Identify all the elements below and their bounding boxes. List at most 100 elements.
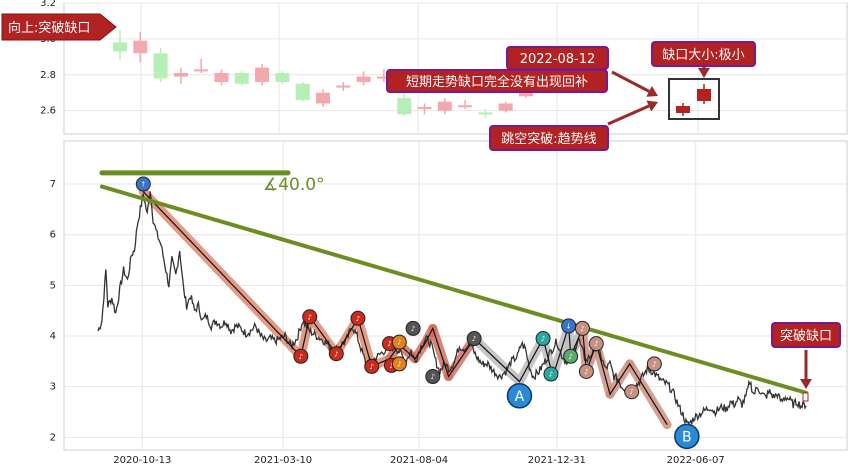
- candle-body: [376, 76, 391, 79]
- wave-point-marker-label: ♪: [299, 353, 303, 361]
- direction-banner: [1, 13, 117, 41]
- candle-body: [133, 40, 148, 54]
- trend-line: [99, 184, 808, 395]
- wave-point-marker-label: ♪: [568, 353, 572, 361]
- wave-point-marker-label: ♪: [549, 371, 553, 379]
- candle-body: [275, 72, 290, 82]
- short-term-callout-text: 短期走势缺口完全没有出现回补: [406, 74, 588, 90]
- wave-point-marker-label: ♪: [356, 315, 360, 323]
- x-tick-label: 2021-12-31: [528, 455, 586, 466]
- wave-point-marker-label: ♪: [584, 368, 588, 376]
- gap-highlight-box: [668, 78, 720, 120]
- jump-callout-text: 跳空突破:趋势线: [501, 131, 596, 147]
- wave-point-marker: [466, 331, 482, 347]
- wave-point-marker-label: ↑: [140, 181, 146, 189]
- bottom-panel-frame: [63, 140, 848, 451]
- wave-point-marker: [543, 366, 559, 382]
- candle-body: [498, 103, 513, 111]
- wave-label-marker: [674, 423, 700, 450]
- candle-body: [295, 83, 310, 100]
- candle-body: [255, 67, 270, 82]
- price-line-panel: 2020-10-13 2021-03-10 2021-08-04 2021-12-31…: [50, 140, 848, 466]
- wave-label-text: B: [682, 429, 692, 445]
- x-tick-label: 2020-10-13: [113, 455, 171, 466]
- wave-point-marker: [293, 348, 309, 364]
- top-y-tick-label: 3.2: [40, 0, 56, 9]
- wave-point-marker: [391, 334, 407, 350]
- candle-body: [194, 69, 209, 72]
- wave-point-marker-label: ♪: [431, 373, 435, 381]
- candle-body: [214, 72, 229, 82]
- candle-body: [336, 85, 351, 88]
- wave-point-marker: [588, 336, 604, 352]
- wave-point-marker: [328, 346, 344, 362]
- price-series-line: [97, 191, 807, 425]
- wave-point-marker-label: ♪: [580, 325, 584, 333]
- candle-body: [153, 53, 168, 79]
- callout-arrow-jump: [607, 104, 650, 126]
- y-tick-label: 5: [50, 280, 56, 291]
- annotation-layer: 向上:突破缺口 2022-08-12 缺口大小:极小短期走势缺口完全没有出现回补跳空…: [1, 13, 841, 389]
- breakout-callout-box: [771, 322, 841, 348]
- candle-body: [417, 107, 432, 110]
- wave-point-marker-label: ♪: [472, 335, 476, 343]
- wave-point-marker-label: ♪: [541, 335, 545, 343]
- short-term-callout-box: [386, 69, 608, 93]
- callout-arrow-gap-size-head: [698, 68, 710, 78]
- wave-point-marker-label: ♪: [629, 388, 633, 396]
- y-tick-label: 7: [50, 179, 56, 190]
- wave-point-marker: [535, 331, 551, 347]
- gap-size-callout-box: [651, 41, 756, 67]
- trend-angle-label: ∡40.0°: [263, 175, 325, 195]
- date-callout-text: 2022-08-12: [520, 52, 596, 67]
- callout-arrow-breakout-head: [800, 379, 812, 389]
- x-tick-label: 2021-03-10: [254, 455, 312, 466]
- gap-end-box: [802, 392, 809, 402]
- wave-point-marker: [563, 348, 579, 364]
- callout-arrow-short-term: [611, 70, 650, 93]
- jump-callout-box: [489, 125, 609, 151]
- candle-body: [458, 105, 473, 108]
- wave-point-marker: [578, 363, 594, 379]
- wave-point-marker-label: ♪: [411, 325, 415, 333]
- wave-point-marker: [646, 356, 662, 372]
- gap-size-callout-text: 缺口大小:极小: [662, 48, 744, 63]
- wave-point-marker-label: ♪: [397, 360, 401, 368]
- top-y-tick-label: 2.8: [40, 70, 56, 81]
- breakout-callout-text: 突破缺口: [780, 328, 832, 344]
- wave-point-marker: [624, 384, 640, 400]
- wave-point-marker-label: ♪: [307, 313, 311, 321]
- candle-body: [478, 112, 493, 115]
- wave-point-marker-label: ♪: [389, 362, 393, 370]
- callout-arrow-jump-head: [646, 100, 658, 112]
- candle-body: [113, 42, 127, 52]
- top-y-tick-label: 2.6: [40, 106, 56, 117]
- callout-arrow-short-term-head: [646, 86, 658, 97]
- wave-point-marker: [405, 320, 421, 336]
- wave-point-marker: [364, 358, 380, 374]
- candle-body: [173, 72, 188, 77]
- gap-candle-body: [697, 89, 711, 101]
- wave-point-marker-label: ♪: [370, 363, 374, 371]
- wave-label-text: A: [515, 389, 525, 405]
- top-candles: [113, 29, 533, 118]
- candle-body: [437, 101, 452, 111]
- y-tick-label: 2: [50, 432, 56, 443]
- wave-label-marker: [506, 383, 533, 409]
- wave-point-marker-label: ♪: [387, 340, 391, 348]
- x-tick-label: 2021-08-04: [390, 455, 448, 466]
- candle-body: [356, 76, 371, 82]
- candle-body: [234, 72, 249, 84]
- wave-point-marker: [350, 310, 366, 326]
- top-panel-frame: [63, 2, 848, 135]
- candle-body: [397, 98, 412, 115]
- wave-point-marker: [425, 369, 441, 385]
- x-tick-label: 2022-06-07: [667, 455, 725, 466]
- wave-point-marker-label: ♪: [397, 339, 401, 347]
- wave-point-marker-label: ↓: [566, 322, 572, 330]
- wave-point-marker-label: ♪: [334, 350, 338, 358]
- wave-point-marker: [574, 320, 590, 336]
- gap-candle-body: [676, 106, 690, 113]
- candle-body: [316, 92, 330, 104]
